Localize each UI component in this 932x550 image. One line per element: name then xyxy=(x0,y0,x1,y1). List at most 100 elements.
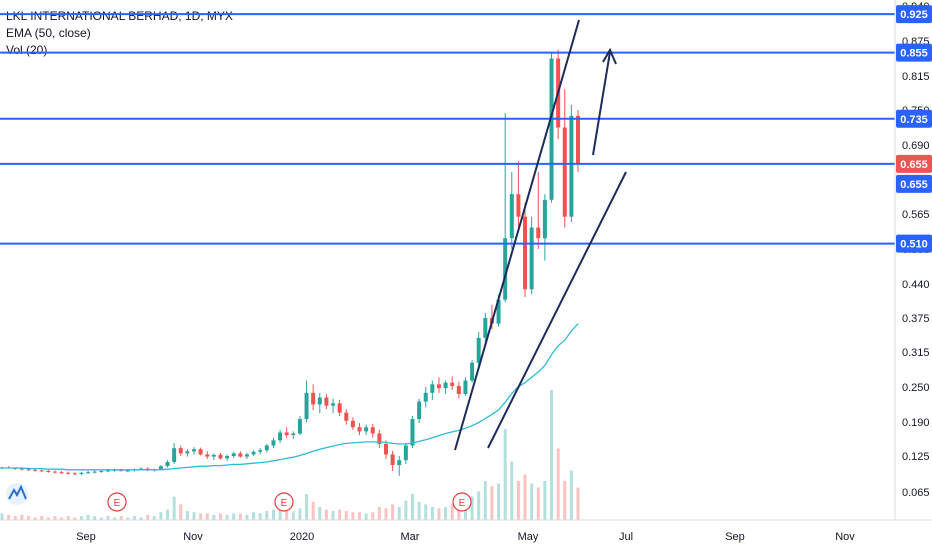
ema-price-badge-label: 0.655 xyxy=(900,179,928,191)
volume-bar xyxy=(450,504,454,520)
projection-arrow-head[interactable] xyxy=(602,47,617,65)
time-tick-label: 2020 xyxy=(290,531,314,543)
volume-bar xyxy=(364,513,368,520)
legend-title: LKL INTERNATIONAL BERHAD, 1D, MYX xyxy=(6,9,233,23)
earnings-marker[interactable]: E xyxy=(452,492,472,512)
time-tick-label: Sep xyxy=(76,531,96,543)
earnings-marker[interactable]: E xyxy=(107,492,127,512)
volume-bar xyxy=(146,514,150,520)
time-tick-label: Nov xyxy=(183,531,203,543)
candle xyxy=(576,110,580,172)
volume-bar xyxy=(338,509,342,520)
volume-bar xyxy=(305,494,309,520)
volume-bar xyxy=(477,491,481,520)
candle xyxy=(244,452,249,459)
candle-body xyxy=(225,456,230,459)
volume-bar xyxy=(13,516,17,520)
time-axis[interactable]: Sep Nov 2020 Mar May Jul Sep Nov xyxy=(76,531,855,543)
volume-bar xyxy=(152,516,156,520)
candle-body xyxy=(105,470,110,472)
volume-bar xyxy=(311,501,315,520)
candle-body xyxy=(92,471,97,473)
candle-body xyxy=(218,454,223,459)
volume-bar xyxy=(424,504,428,520)
candle xyxy=(165,460,170,468)
time-tick-label: May xyxy=(518,531,539,543)
candle-body xyxy=(423,392,428,402)
volume-bar xyxy=(73,517,77,520)
candle-body xyxy=(331,403,336,406)
ema-line xyxy=(2,323,579,471)
earnings-marker[interactable]: E xyxy=(274,492,294,512)
volume-bar xyxy=(232,513,236,520)
candle xyxy=(509,171,514,249)
volume-bar xyxy=(397,507,401,520)
candle-body xyxy=(450,382,455,386)
candle-body xyxy=(576,115,580,164)
candle-body xyxy=(99,471,104,472)
trend-lines[interactable] xyxy=(454,19,627,451)
candle xyxy=(456,381,461,399)
candle xyxy=(72,472,77,476)
volume-bar xyxy=(404,500,408,520)
volume-bar xyxy=(252,512,256,520)
candle xyxy=(205,451,210,459)
volume-bar xyxy=(391,504,395,520)
candle xyxy=(52,470,57,474)
volume-bar xyxy=(66,516,70,520)
candle-body xyxy=(397,460,402,465)
candle xyxy=(357,423,362,436)
candle xyxy=(59,471,64,474)
candle-body xyxy=(436,384,441,389)
candle xyxy=(476,332,481,366)
candle xyxy=(192,447,196,455)
candle-body xyxy=(39,470,44,472)
candle xyxy=(66,471,71,475)
tradingview-logo[interactable] xyxy=(6,483,28,505)
volume-bar xyxy=(516,481,520,520)
price-axis[interactable]: 0.9400.8750.8150.7500.6900.6250.5650.500… xyxy=(902,1,930,499)
candle-body xyxy=(271,440,276,446)
candle-body xyxy=(410,419,415,446)
volume-bar xyxy=(377,507,381,520)
candle xyxy=(516,161,521,228)
candle xyxy=(198,447,203,456)
price-tick-label: 0.190 xyxy=(902,417,930,429)
candle-body xyxy=(569,115,574,217)
channel-lower-line[interactable] xyxy=(487,171,627,449)
candle-body xyxy=(158,466,163,470)
projection-arrow-line[interactable] xyxy=(592,51,611,156)
candle-body xyxy=(357,427,362,432)
price-level-lines[interactable] xyxy=(0,13,895,245)
candle-body xyxy=(443,382,448,389)
candle-body xyxy=(46,471,51,472)
earnings-marker-circle xyxy=(107,492,127,512)
price-tick-label: 0.065 xyxy=(902,487,930,499)
candle-body xyxy=(350,420,355,428)
candle xyxy=(251,450,256,456)
candle xyxy=(92,470,97,474)
candle-body xyxy=(403,445,408,461)
candle-body xyxy=(503,238,508,300)
candle-body xyxy=(417,401,422,420)
candle-body xyxy=(72,473,77,475)
earnings-marker-label: E xyxy=(281,498,288,509)
candle-body xyxy=(384,443,388,455)
candle xyxy=(231,451,236,458)
price-level-badge-label: 0.510 xyxy=(900,239,928,251)
candle-body xyxy=(192,449,196,452)
candle-body xyxy=(390,454,395,465)
channel-upper-line[interactable] xyxy=(454,19,580,451)
candlesticks xyxy=(0,49,580,476)
volume-bar xyxy=(384,508,388,520)
price-tick-label: 0.815 xyxy=(902,71,930,83)
candle-body xyxy=(59,472,64,474)
volume-bar xyxy=(33,517,37,520)
candle-body xyxy=(529,227,534,290)
candle xyxy=(297,416,302,436)
candle-body xyxy=(509,194,514,239)
volume-bar xyxy=(483,481,487,520)
volume-bar xyxy=(530,483,534,520)
